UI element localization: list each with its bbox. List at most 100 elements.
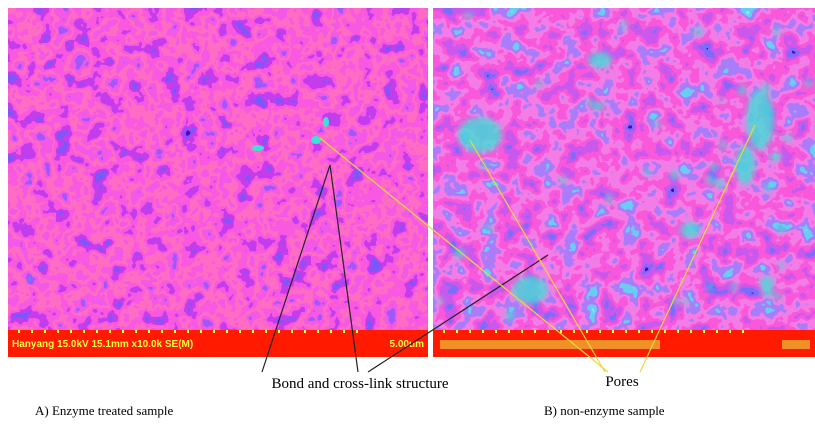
pore (653, 120, 661, 128)
pore (719, 140, 727, 150)
pore (719, 97, 724, 104)
pore (535, 79, 542, 89)
scale-tick (174, 330, 176, 333)
scale-bar-a (8, 330, 428, 357)
scale-tick (70, 330, 72, 333)
scale-tick (57, 330, 59, 333)
scale-tick (612, 330, 614, 333)
pore (673, 295, 678, 307)
scale-bar-info: Hanyang 15.0kV 15.1mm x10.0k SE(M) (12, 339, 193, 350)
scale-tick (252, 330, 254, 333)
scale-tick (291, 330, 293, 333)
scale-tick (469, 330, 471, 333)
pore (557, 176, 569, 183)
annotation-pores: Pores (605, 374, 638, 390)
leader-line (469, 139, 606, 373)
scale-tick (664, 330, 666, 333)
sem-image-a (8, 8, 428, 330)
caption-a: A) Enzyme treated sample (35, 403, 173, 418)
pore (760, 285, 774, 297)
pore (643, 169, 652, 176)
pore (764, 183, 772, 193)
scale-bar-b-length (782, 340, 810, 349)
pore (481, 161, 486, 173)
pore (311, 136, 321, 144)
pore (769, 152, 782, 162)
scale-tick (703, 330, 705, 333)
pore (731, 281, 737, 293)
scale-tick (200, 330, 202, 333)
scale-tick (586, 330, 588, 333)
scale-tick (317, 330, 319, 333)
scale-tick (31, 330, 33, 333)
pore (680, 222, 700, 238)
pore (708, 163, 720, 170)
scale-tick (44, 330, 46, 333)
scale-bar-b-text (440, 340, 660, 349)
scale-tick (148, 330, 150, 333)
pore (735, 145, 755, 185)
pore (692, 27, 704, 36)
pore (706, 175, 714, 186)
scale-tick (213, 330, 215, 333)
sem-image-b (433, 8, 815, 330)
scale-tick (135, 330, 137, 333)
pore (746, 114, 753, 122)
pore (586, 99, 594, 107)
scale-tick (109, 330, 111, 333)
pore (759, 276, 774, 288)
scale-tick (304, 330, 306, 333)
pore (763, 134, 770, 143)
pore (681, 298, 691, 305)
pore (621, 19, 627, 31)
pore (713, 178, 725, 188)
scale-tick (83, 330, 85, 333)
pore (606, 193, 612, 205)
pore (591, 102, 606, 111)
scale-tick (356, 330, 358, 333)
scale-tick (343, 330, 345, 333)
pore-regions (436, 12, 814, 321)
scale-tick (265, 330, 267, 333)
scale-tick (534, 330, 536, 333)
scale-tick (690, 330, 692, 333)
annotation-bond: Bond and cross-link structure (271, 376, 448, 392)
scale-tick (122, 330, 124, 333)
scale-tick (521, 330, 523, 333)
scale-tick (677, 330, 679, 333)
pore (773, 293, 782, 300)
scale-tick (638, 330, 640, 333)
pore (436, 297, 444, 304)
pore (323, 117, 329, 127)
caption-b: B) non-enzyme sample (544, 403, 665, 418)
scale-tick (96, 330, 98, 333)
leader-line (639, 124, 756, 373)
pore (782, 134, 794, 141)
pore (252, 145, 264, 151)
pore (707, 284, 713, 291)
leader-line (261, 164, 359, 373)
scale-tick (456, 330, 458, 333)
leader-line (367, 254, 549, 373)
pore-leader-lines (319, 124, 756, 373)
scale-tick (443, 330, 445, 333)
pore (512, 276, 548, 304)
scale-tick (651, 330, 653, 333)
scale-tick (495, 330, 497, 333)
pore (803, 80, 814, 86)
scale-tick (278, 330, 280, 333)
scale-tick (330, 330, 332, 333)
pore (762, 82, 771, 94)
scale-tick (547, 330, 549, 333)
leader-line (319, 137, 609, 373)
pore (463, 12, 474, 19)
pore (776, 224, 787, 233)
pore (504, 310, 515, 321)
scale-tick (482, 330, 484, 333)
small-pores-a (252, 117, 329, 151)
scale-tick (560, 330, 562, 333)
pore (772, 28, 781, 36)
pore (588, 52, 612, 68)
